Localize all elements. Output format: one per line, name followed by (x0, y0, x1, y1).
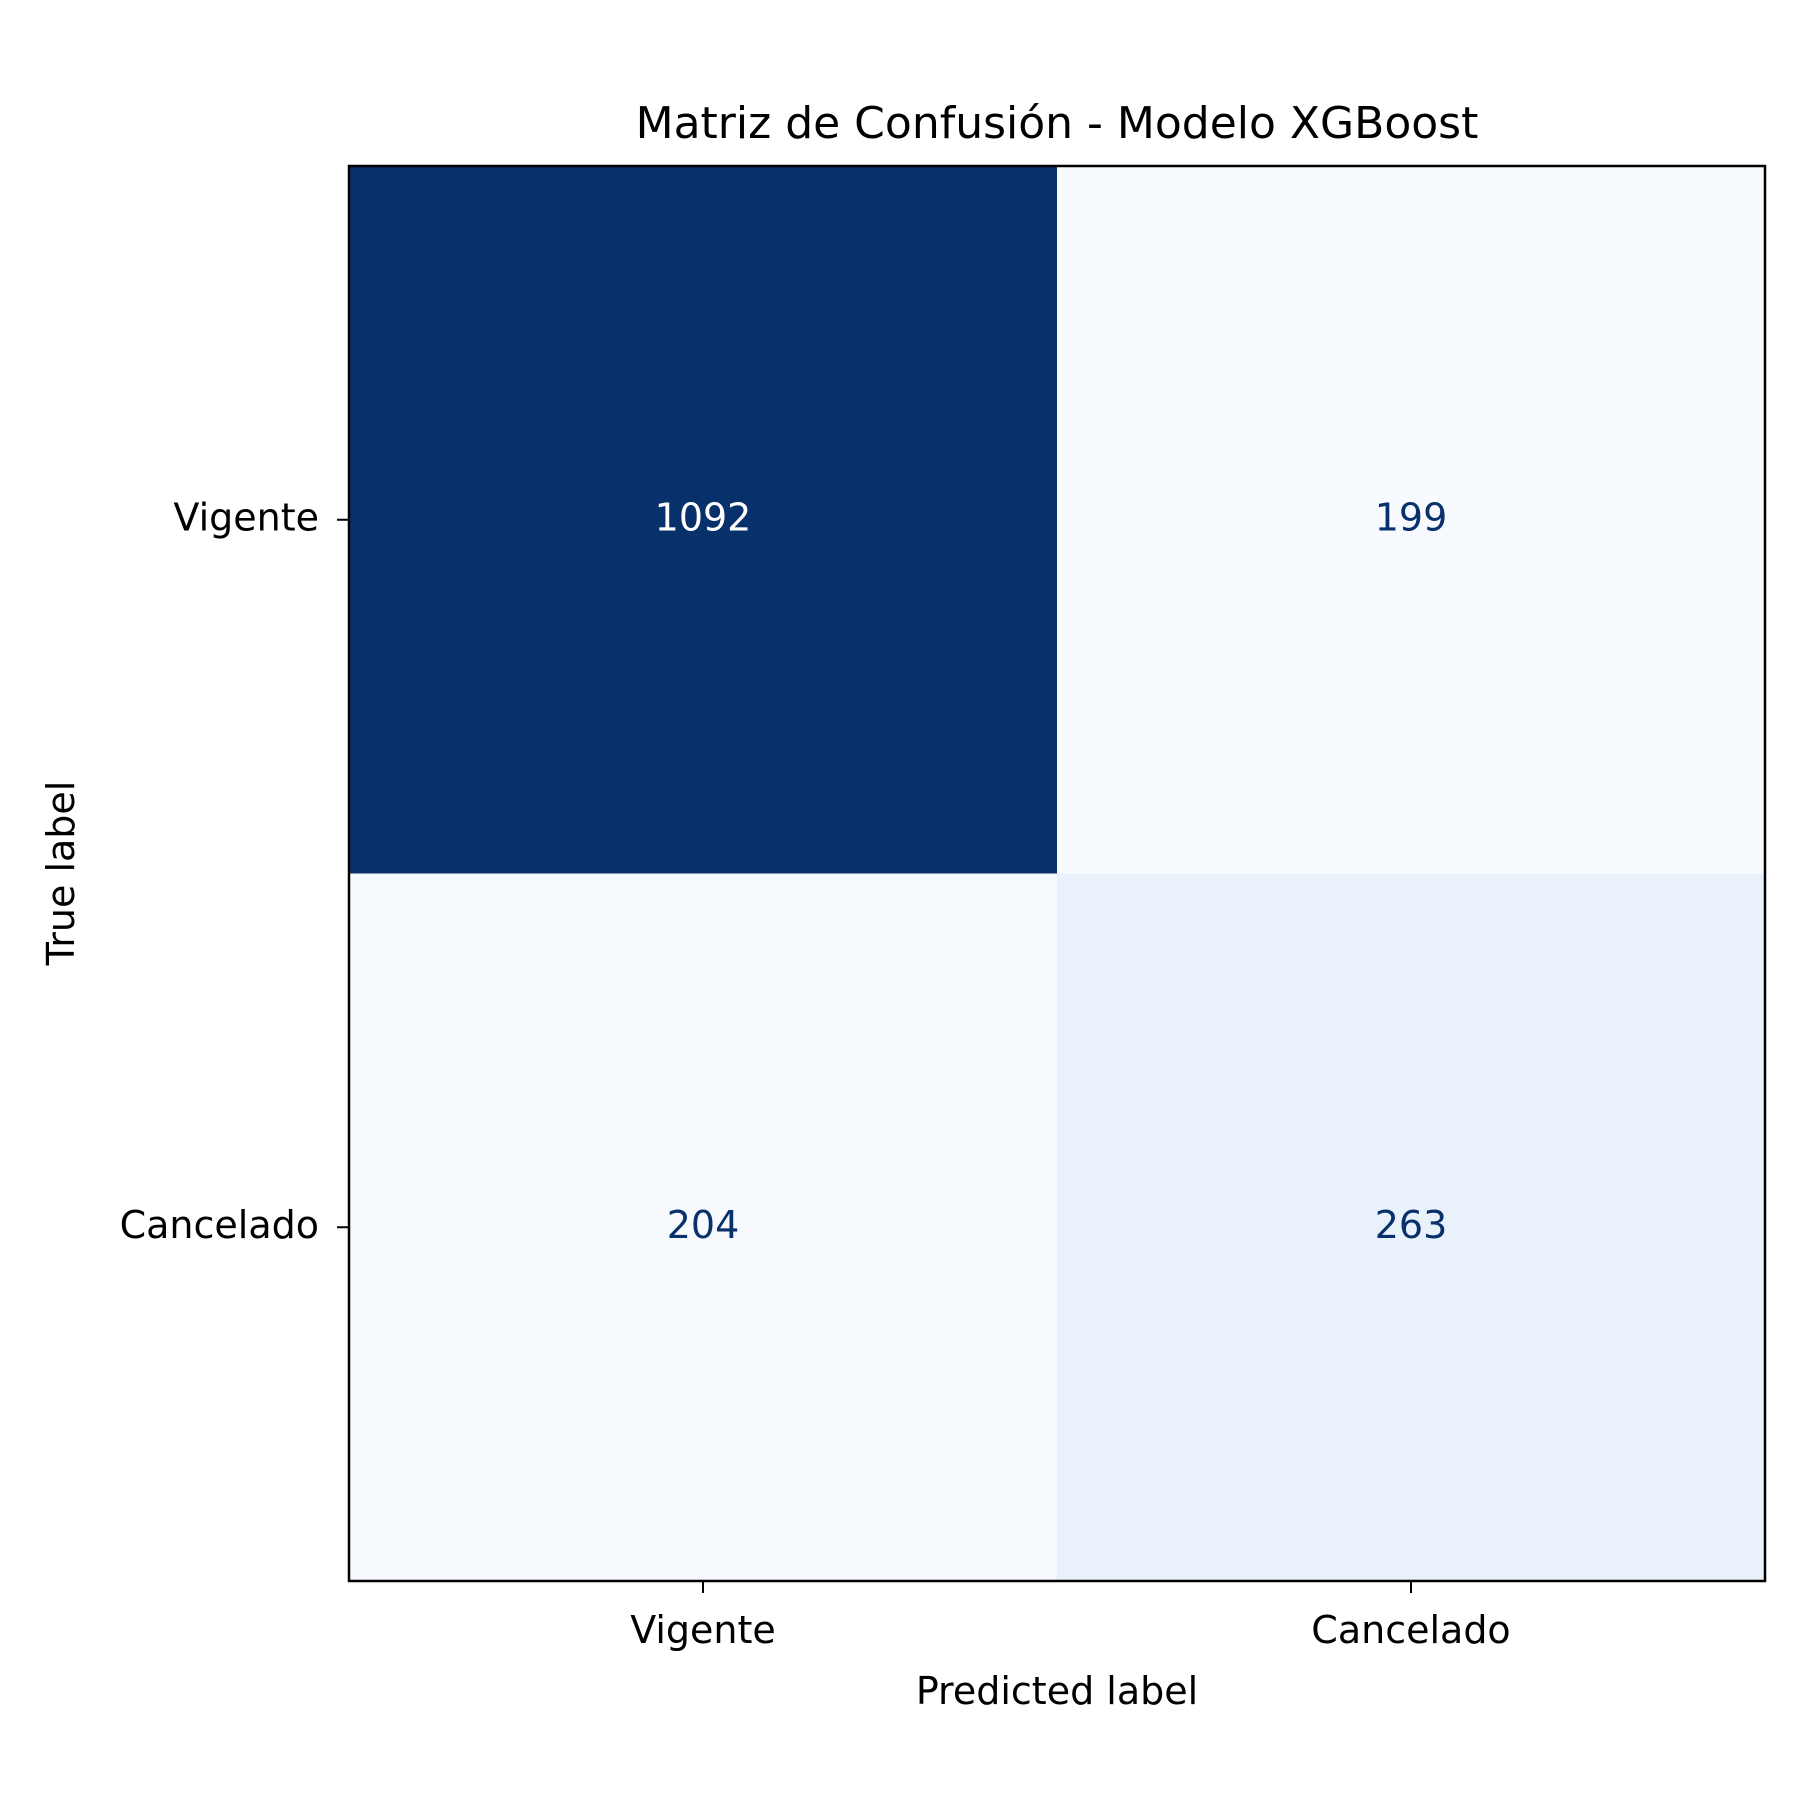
x-tick-label: Vigente (630, 1608, 776, 1652)
cell-value-0-0: 1092 (655, 495, 752, 539)
cell-value-1-1: 263 (1375, 1203, 1448, 1247)
matrix-cells: 1092 199 204 263 (349, 166, 1766, 1582)
matrix-cell-1-1 (1057, 873, 1766, 1582)
y-tick-label: Vigente (173, 495, 319, 539)
x-axis-ticks: Vigente Cancelado (630, 1581, 1511, 1652)
y-axis-ticks: Vigente Cancelado (120, 495, 349, 1247)
x-axis-label: Predicted label (916, 1669, 1198, 1713)
cell-value-1-0: 204 (667, 1203, 740, 1247)
y-axis-label: True label (39, 781, 83, 967)
matrix-cell-0-0 (349, 166, 1058, 874)
x-tick-label: Cancelado (1311, 1608, 1510, 1652)
chart-title: Matriz de Confusión - Modelo XGBoost (636, 98, 1479, 149)
matrix-cell-1-0 (349, 873, 1058, 1582)
matrix-cell-0-1 (1057, 166, 1766, 874)
plot-frame (347, 164, 1767, 1583)
y-tick-label: Cancelado (120, 1203, 319, 1247)
cell-value-0-1: 199 (1375, 495, 1448, 539)
